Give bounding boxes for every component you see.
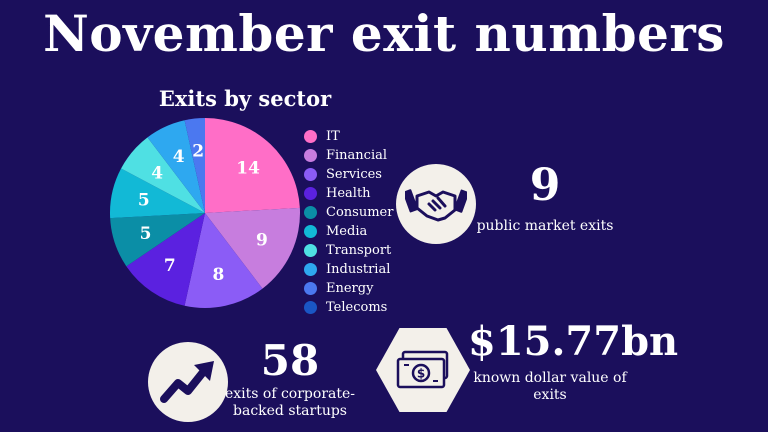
legend-swatch [304, 244, 317, 257]
pie-label-media: 5 [138, 191, 150, 211]
pie-label-it: 14 [236, 158, 260, 178]
legend-item-financial: Financial [304, 146, 393, 165]
legend-label: Industrial [326, 262, 391, 277]
corporate-exits-label-line1: exits of corporate- [224, 386, 355, 402]
cash-icon: $ [376, 328, 470, 412]
pie-label-transport: 4 [151, 163, 163, 183]
legend-item-it: IT [304, 127, 393, 146]
page-title: November exit numbers [43, 4, 725, 63]
legend-label: Services [326, 167, 382, 182]
legend-swatch [304, 206, 317, 219]
legend-label: Telecoms [326, 300, 388, 315]
legend-swatch [304, 301, 317, 314]
pie-label-energy: 2 [192, 142, 204, 162]
corporate-exits-value: 58 [260, 336, 320, 385]
chart-title: Exits by sector [158, 86, 332, 111]
dollar-value-label-line2: exits [533, 387, 567, 403]
legend-item-industrial: Industrial [304, 260, 393, 279]
legend-swatch [304, 168, 317, 181]
legend-item-telecoms: Telecoms [304, 298, 393, 317]
corporate-exits-label-line2: backed startups [233, 403, 347, 419]
public-exits-value: 9 [529, 160, 561, 211]
svg-text:$: $ [417, 367, 425, 381]
chart-legend: IT Financial Services Health Consumer Media Tr… [304, 127, 393, 317]
pie-slice-transport [121, 137, 205, 213]
legend-swatch [304, 149, 317, 162]
legend-swatch [304, 225, 317, 238]
pie-slice-energy [184, 118, 205, 213]
pie-slice-it [205, 118, 300, 213]
pie-slice-media [110, 168, 205, 219]
legend-swatch [304, 187, 317, 200]
pie-label-services: 8 [213, 265, 225, 285]
pie-label-consumer: 5 [140, 224, 152, 244]
legend-label: Financial [326, 148, 388, 163]
legend-item-media: Media [304, 222, 393, 241]
legend-item-consumer: Consumer [304, 203, 393, 222]
legend-label: IT [326, 129, 340, 144]
corporate-exits-label: exits of corporate- backed startups [215, 386, 365, 420]
pie-label-industrial: 4 [173, 147, 185, 167]
legend-label: Health [326, 186, 371, 201]
legend-item-energy: Energy [304, 279, 393, 298]
legend-label: Transport [326, 243, 392, 258]
legend-label: Consumer [326, 205, 394, 220]
legend-item-services: Services [304, 165, 393, 184]
legend-swatch [304, 263, 317, 276]
handshake-icon [396, 164, 476, 244]
pie-slice-industrial [147, 120, 205, 213]
dollar-value-label: known dollar value of exits [470, 370, 630, 404]
pie-slice-consumer [110, 213, 205, 267]
legend-item-transport: Transport [304, 241, 393, 260]
legend-label: Energy [326, 281, 374, 296]
dollar-value-label-line1: known dollar value of [473, 370, 627, 386]
pie-slice-health [126, 213, 205, 306]
public-exits-label: public market exits [476, 218, 614, 234]
legend-swatch [304, 130, 317, 143]
pie-label-health: 7 [164, 256, 176, 276]
trend-up-icon [148, 342, 228, 422]
legend-label: Media [326, 224, 368, 239]
pie-label-financial: 9 [256, 230, 268, 250]
pie-slice-financial [205, 207, 300, 289]
legend-item-health: Health [304, 184, 393, 203]
dollar-value: $15.77bn [468, 318, 679, 365]
legend-swatch [304, 282, 317, 295]
pie-slice-services [184, 213, 263, 308]
